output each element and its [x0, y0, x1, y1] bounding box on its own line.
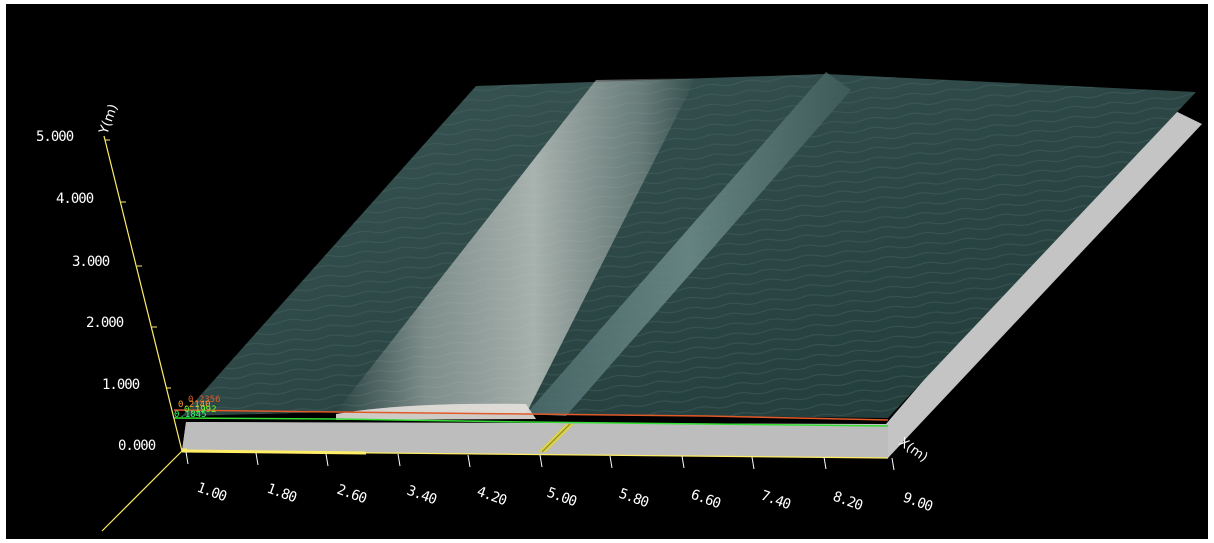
- x-tick-label: 8.20: [831, 489, 865, 514]
- probe-labels: 0.2356 0.2140 0.1992 0.1845: [174, 395, 221, 420]
- x-tick-label: 3.40: [405, 483, 439, 508]
- y-tick-label: 5.000: [36, 129, 74, 145]
- y-tick-label: 4.000: [56, 191, 94, 207]
- bottom-line: [173, 417, 889, 427]
- x-tick-label: 9.00: [901, 490, 935, 515]
- x-tick-label: 4.20: [475, 484, 509, 509]
- flume-bed: [182, 104, 1202, 458]
- x-tick-label: 1.80: [265, 481, 299, 506]
- probe-label: 0.1845: [174, 410, 207, 420]
- x-ticks: [185, 451, 895, 471]
- y-axis-line: [103, 135, 183, 452]
- x-tick-label: 2.60: [335, 482, 369, 507]
- x-tick-label: 5.80: [617, 486, 651, 511]
- 3d-viewport[interactable]: 5.000 4.000 3.000 2.000 1.000 0.000 Y(m)…: [6, 4, 1208, 539]
- y-tick-label: 1.000: [102, 377, 140, 393]
- x-tick-label: 1.00: [195, 480, 229, 505]
- front-hump: [336, 403, 536, 420]
- z-axis-line: [101, 450, 183, 532]
- flume-bed-front: [182, 422, 888, 458]
- probe-label: 0.1992: [184, 405, 217, 415]
- y-tick-label: 3.000: [72, 254, 110, 270]
- probe-label: 0.2140: [178, 400, 211, 410]
- x-tick-label: 5.00: [545, 485, 579, 510]
- x-tick-label: 6.60: [689, 487, 723, 512]
- y-tick-label: 2.000: [86, 315, 124, 331]
- probe-label: 0.2356: [188, 395, 221, 405]
- x-axis-unit: X(m): [896, 435, 931, 465]
- y-axis-unit: Y(m): [96, 102, 121, 137]
- x-tick-label: 7.40: [759, 488, 793, 513]
- free-surface-line: [173, 409, 889, 421]
- wave-flume-scene: 5.000 4.000 3.000 2.000 1.000 0.000 Y(m)…: [36, 72, 1202, 532]
- breaking-wave-foam: [336, 78, 696, 414]
- y-tick-label: 0.000: [118, 438, 156, 454]
- wave-crest-ridge: [526, 72, 851, 416]
